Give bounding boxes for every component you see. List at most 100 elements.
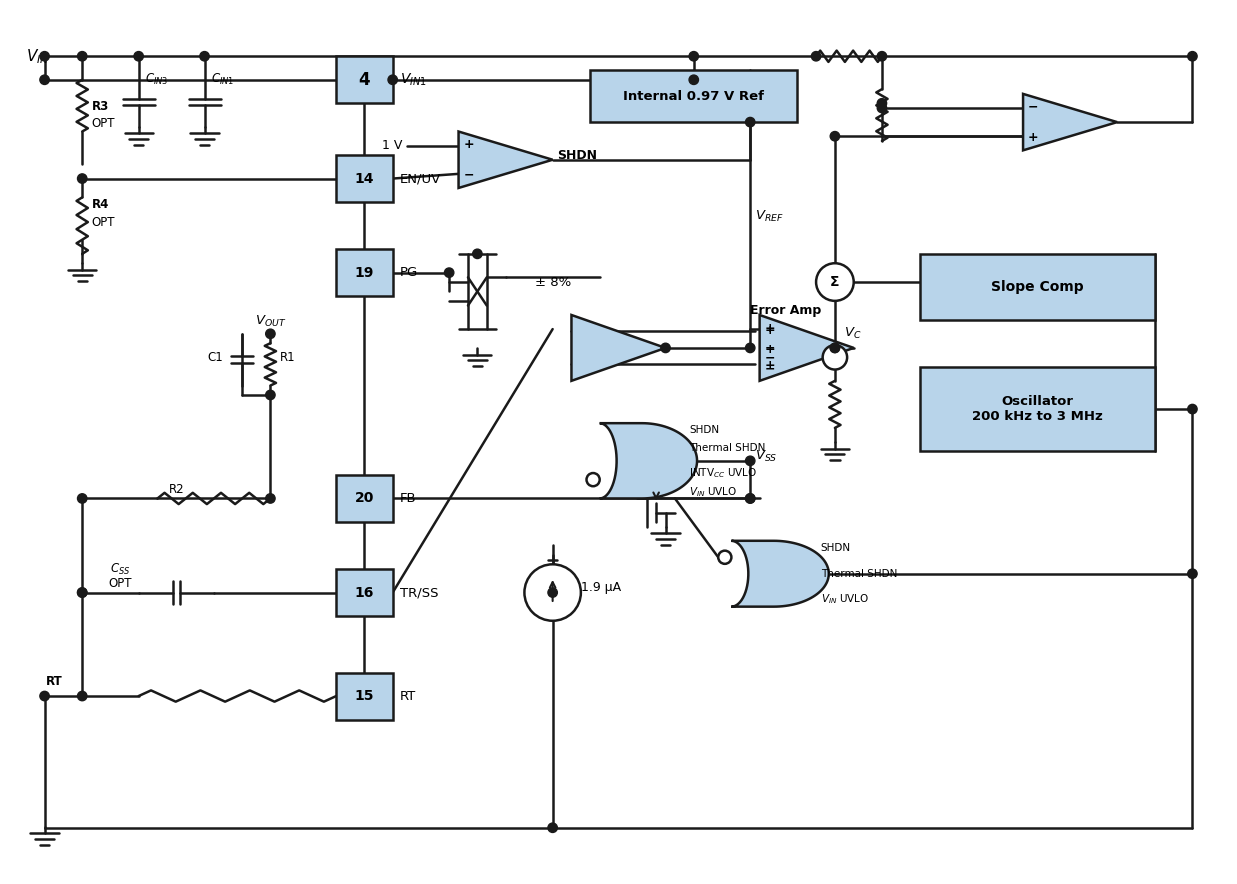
- Circle shape: [746, 494, 755, 503]
- Circle shape: [388, 75, 397, 85]
- Circle shape: [746, 118, 755, 126]
- Text: $C_{SS}$: $C_{SS}$: [110, 561, 130, 576]
- Circle shape: [444, 268, 454, 278]
- Polygon shape: [731, 541, 829, 606]
- Circle shape: [78, 588, 87, 598]
- Text: Error Amp: Error Amp: [750, 304, 821, 316]
- Circle shape: [78, 51, 87, 61]
- Polygon shape: [1023, 94, 1117, 150]
- Circle shape: [78, 691, 87, 701]
- Text: OPT: OPT: [108, 576, 131, 590]
- Text: $V_{IN}$ UVLO: $V_{IN}$ UVLO: [689, 485, 737, 499]
- Text: OPT: OPT: [92, 217, 115, 229]
- Text: 1 V: 1 V: [382, 139, 402, 152]
- Circle shape: [816, 263, 854, 301]
- Text: $V_{IN}$ UVLO: $V_{IN}$ UVLO: [821, 592, 870, 606]
- Text: R3: R3: [92, 100, 109, 112]
- Text: $V_{IN}$: $V_{IN}$: [26, 47, 49, 65]
- Circle shape: [830, 343, 840, 353]
- FancyBboxPatch shape: [336, 57, 392, 103]
- Text: −: −: [764, 362, 774, 376]
- Text: −: −: [464, 168, 474, 181]
- Circle shape: [548, 588, 558, 598]
- Text: FB: FB: [401, 492, 417, 505]
- Circle shape: [134, 51, 143, 61]
- Text: TR/SS: TR/SS: [401, 586, 439, 599]
- Circle shape: [473, 249, 482, 258]
- Text: $V_{OUT}$: $V_{OUT}$: [255, 314, 286, 329]
- FancyBboxPatch shape: [336, 249, 392, 296]
- Text: $V_{IN1}$: $V_{IN1}$: [401, 72, 427, 88]
- Circle shape: [877, 103, 887, 112]
- Circle shape: [689, 51, 699, 61]
- Text: Thermal SHDN: Thermal SHDN: [689, 443, 766, 453]
- Circle shape: [524, 564, 581, 621]
- Circle shape: [1188, 569, 1197, 578]
- FancyBboxPatch shape: [919, 254, 1155, 320]
- Circle shape: [746, 494, 755, 503]
- Text: −: −: [1028, 101, 1038, 113]
- Text: −: −: [764, 351, 774, 364]
- Polygon shape: [760, 315, 854, 381]
- Circle shape: [877, 99, 887, 108]
- Text: SHDN: SHDN: [689, 425, 719, 435]
- Text: Internal 0.97 V Ref: Internal 0.97 V Ref: [623, 90, 764, 103]
- Text: $V_{REF}$: $V_{REF}$: [755, 209, 784, 224]
- Text: RT: RT: [46, 675, 62, 689]
- Text: R2: R2: [168, 483, 184, 496]
- Polygon shape: [600, 423, 696, 499]
- Text: SHDN: SHDN: [558, 149, 597, 162]
- Text: $C_{IN1}$: $C_{IN1}$: [212, 72, 234, 88]
- Circle shape: [719, 551, 731, 564]
- Text: PG: PG: [401, 266, 418, 279]
- Text: +: +: [764, 343, 774, 356]
- Circle shape: [548, 823, 558, 833]
- Text: Σ: Σ: [830, 275, 840, 289]
- Text: $V_{SS}$: $V_{SS}$: [755, 448, 777, 464]
- Circle shape: [823, 345, 847, 370]
- Text: OPT: OPT: [92, 118, 115, 131]
- Circle shape: [266, 390, 275, 400]
- Circle shape: [746, 456, 755, 466]
- Text: +: +: [764, 322, 774, 335]
- Polygon shape: [571, 315, 666, 381]
- Circle shape: [78, 494, 87, 503]
- Circle shape: [1188, 404, 1197, 414]
- Text: $V_C$: $V_C$: [845, 326, 862, 341]
- Text: C1: C1: [208, 351, 224, 364]
- Circle shape: [661, 343, 670, 353]
- Text: 20: 20: [355, 492, 374, 506]
- Circle shape: [266, 329, 275, 339]
- Circle shape: [830, 132, 840, 141]
- Text: +: +: [1028, 131, 1038, 144]
- Text: −: −: [764, 341, 774, 354]
- Text: EN/UV: EN/UV: [401, 172, 442, 185]
- Polygon shape: [459, 132, 553, 188]
- Circle shape: [746, 343, 755, 353]
- FancyBboxPatch shape: [919, 367, 1155, 452]
- Text: Thermal SHDN: Thermal SHDN: [821, 568, 897, 579]
- Circle shape: [586, 473, 600, 486]
- Text: 16: 16: [355, 585, 374, 599]
- Text: Oscillator
200 kHz to 3 MHz: Oscillator 200 kHz to 3 MHz: [972, 395, 1102, 423]
- Text: Slope Comp: Slope Comp: [991, 279, 1084, 293]
- FancyBboxPatch shape: [590, 71, 798, 122]
- Text: SHDN: SHDN: [821, 544, 851, 553]
- FancyBboxPatch shape: [336, 475, 392, 522]
- Text: $C_{IN3}$: $C_{IN3}$: [145, 72, 168, 88]
- Text: +: +: [764, 359, 774, 372]
- Text: ± 8%: ± 8%: [534, 276, 570, 288]
- FancyBboxPatch shape: [336, 673, 392, 720]
- Text: 15: 15: [355, 689, 375, 703]
- Text: +: +: [764, 324, 774, 337]
- Circle shape: [40, 75, 49, 85]
- Circle shape: [200, 51, 209, 61]
- Text: 14: 14: [355, 171, 375, 186]
- Text: INTV$_{CC}$ UVLO: INTV$_{CC}$ UVLO: [689, 467, 757, 480]
- Circle shape: [811, 51, 821, 61]
- Text: R4: R4: [92, 198, 109, 211]
- Circle shape: [830, 343, 840, 353]
- Text: 19: 19: [355, 266, 374, 279]
- FancyBboxPatch shape: [336, 155, 392, 202]
- Circle shape: [40, 691, 49, 701]
